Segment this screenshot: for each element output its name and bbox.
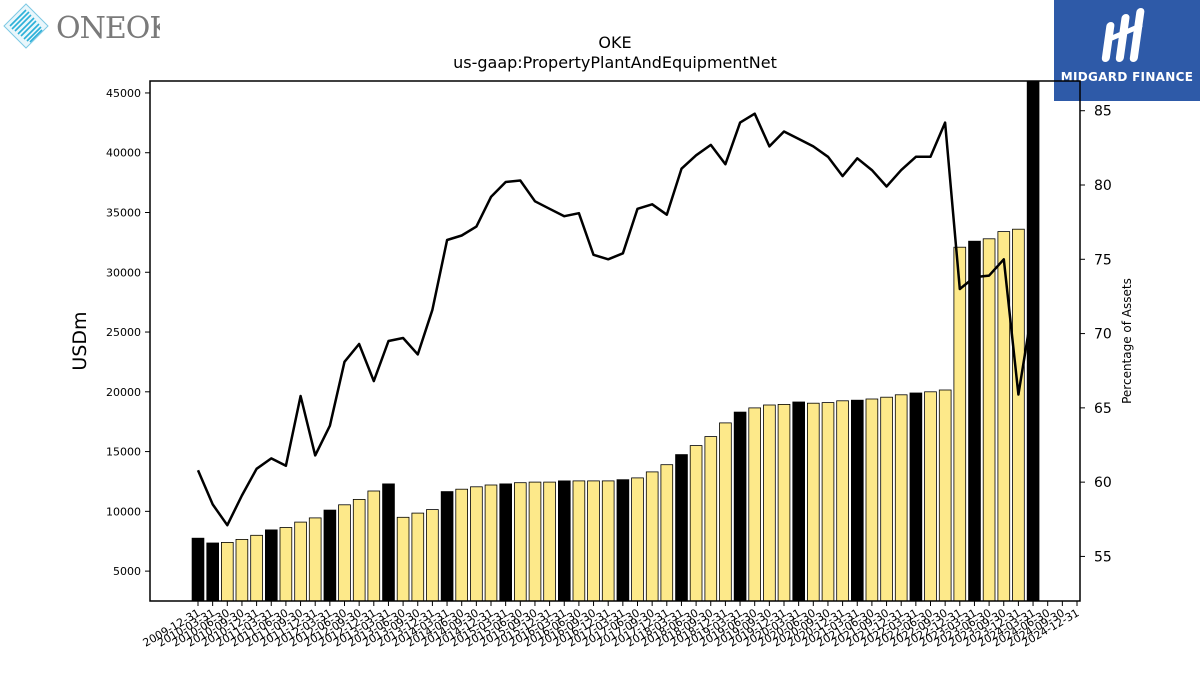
right-axis: 55 60 65 70 75 80 85 (1080, 104, 1112, 565)
diamond-icon (3, 3, 49, 49)
bar (367, 490, 381, 602)
bar (308, 517, 322, 602)
bar (514, 482, 527, 602)
bar (411, 512, 425, 602)
y-tick-label: 15000 (106, 446, 141, 459)
bar (821, 402, 835, 602)
bar (909, 392, 923, 602)
bar (250, 534, 263, 602)
bar (924, 391, 937, 602)
bar (382, 483, 395, 602)
bar (528, 481, 542, 602)
left-axis: 5000 10000 15000 20000 25000 30000 35000 40000 4… (106, 87, 150, 578)
bar (587, 480, 600, 602)
y-tick-label: 10000 (106, 505, 141, 518)
bar (763, 404, 776, 602)
bar (455, 488, 468, 602)
bar (558, 480, 571, 602)
bar (601, 480, 615, 602)
bar (279, 527, 293, 602)
bar (220, 542, 234, 602)
midgard-emblem-icon (1101, 8, 1145, 62)
y2-tick-label: 75 (1094, 252, 1112, 268)
bar (689, 445, 703, 602)
oneok-logo: ONEOK (0, 0, 173, 50)
bar (865, 398, 879, 602)
bar (1012, 228, 1025, 602)
bar (572, 480, 586, 602)
bar (880, 396, 893, 602)
bar (470, 486, 483, 602)
bar (719, 422, 732, 602)
bar (264, 529, 278, 602)
bar (235, 539, 249, 602)
y2-tick-label: 55 (1094, 549, 1112, 565)
bar (396, 516, 410, 602)
bar (543, 481, 556, 602)
bar (851, 399, 864, 602)
bar (777, 403, 791, 602)
chart-title: OKE (598, 33, 631, 52)
chart-subtitle: us-gaap:PropertyPlantAndEquipmentNet (453, 53, 777, 72)
bar (836, 400, 849, 602)
bar (748, 407, 761, 602)
bar (807, 402, 820, 602)
bar (484, 484, 498, 602)
bar (792, 401, 805, 602)
y-tick-label: 5000 (113, 565, 141, 578)
bar (938, 389, 952, 602)
y-tick-label: 40000 (106, 147, 141, 160)
oneok-wordmark: ONEOK (56, 11, 160, 46)
y2-tick-label: 65 (1094, 401, 1112, 417)
bar (733, 411, 747, 602)
bar (616, 479, 630, 602)
y2-tick-label: 70 (1094, 327, 1112, 343)
bar (982, 238, 996, 602)
bar (191, 537, 205, 602)
y-tick-label: 20000 (106, 386, 141, 399)
midgard-brand-text: MIDGARD FINANCE (1060, 70, 1194, 84)
y2-axis-label: Percentage of Assets (1120, 278, 1134, 404)
bar (338, 504, 351, 602)
y2-tick-label: 60 (1094, 475, 1112, 491)
bar-series (191, 80, 1040, 602)
y2-tick-label: 85 (1094, 104, 1112, 120)
bar (440, 491, 454, 602)
bar (1026, 80, 1040, 602)
y2-tick-label: 80 (1094, 178, 1112, 194)
bar (499, 483, 512, 602)
y-tick-label: 35000 (106, 206, 141, 219)
percentage-line (196, 112, 1035, 527)
plot-frame (149, 80, 1081, 602)
y-tick-label: 25000 (106, 326, 141, 339)
y-axis-label: USDm (69, 311, 91, 370)
bar (352, 498, 366, 602)
bar (206, 542, 220, 602)
bar (968, 240, 981, 602)
bar (645, 471, 659, 602)
bar (675, 454, 688, 602)
bar (323, 509, 337, 602)
bar (660, 464, 674, 602)
bar (704, 436, 718, 602)
y-tick-label: 45000 (106, 87, 141, 100)
y-tick-label: 30000 (106, 266, 141, 279)
bar (294, 521, 307, 602)
x-axis: 2009-12-312010-03-312010-06-302010-09-30… (141, 601, 1082, 650)
bar (894, 394, 908, 602)
bar (953, 246, 967, 602)
midgard-finance-logo: MIDGARD FINANCE (1054, 0, 1200, 101)
bar (426, 509, 439, 602)
bar (631, 477, 644, 602)
